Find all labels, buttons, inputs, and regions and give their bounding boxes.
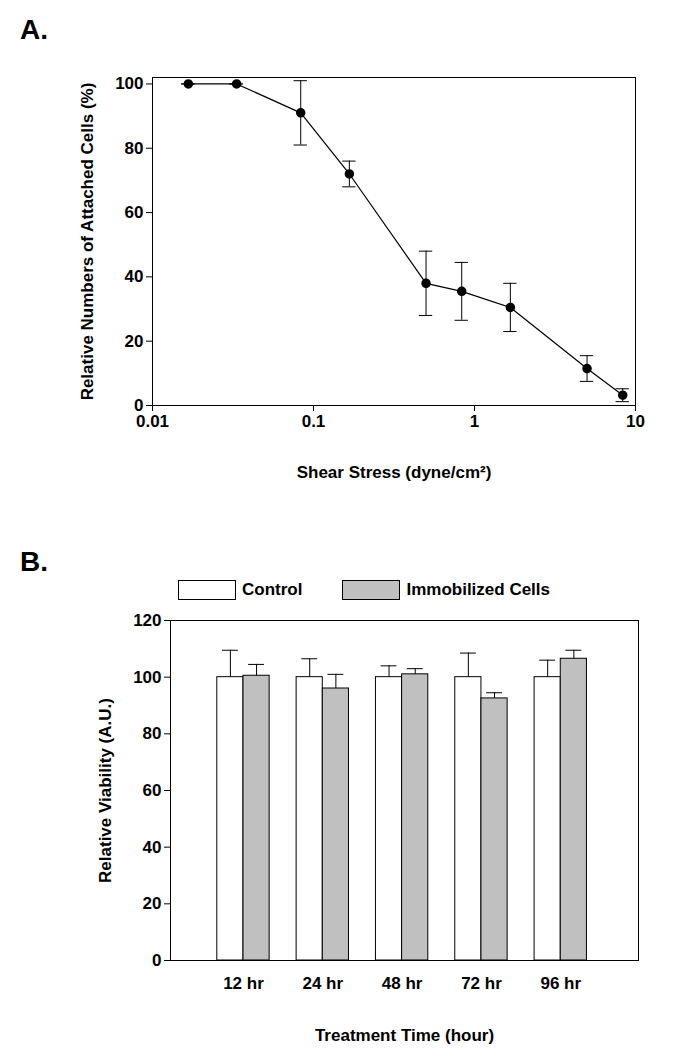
svg-text:10: 10 [626, 412, 645, 431]
svg-text:Treatment Time (hour): Treatment Time (hour) [315, 1026, 494, 1045]
svg-text:Shear Stress (dyne/cm²): Shear Stress (dyne/cm²) [297, 463, 492, 482]
svg-text:0.01: 0.01 [136, 412, 169, 431]
svg-text:12 hr: 12 hr [223, 974, 264, 993]
svg-text:60: 60 [125, 203, 144, 222]
svg-text:60: 60 [143, 781, 162, 800]
svg-text:40: 40 [143, 838, 162, 857]
svg-text:0: 0 [152, 951, 161, 970]
html-text:Control: Control [242, 580, 303, 599]
svg-text:0: 0 [134, 395, 144, 415]
svg-text:72 hr: 72 hr [461, 974, 502, 993]
svg-text:80: 80 [125, 139, 144, 158]
svg-text:24 hr: 24 hr [302, 974, 343, 993]
svg-text:100: 100 [115, 74, 143, 93]
svg-text:20: 20 [143, 894, 162, 913]
svg-text:100: 100 [133, 668, 161, 687]
svg-text:0.1: 0.1 [302, 412, 326, 431]
svg-text:48 hr: 48 hr [382, 974, 423, 993]
svg-text:Relative Viability (A.U.): Relative Viability (A.U.) [96, 698, 115, 883]
svg-text:40: 40 [125, 267, 144, 286]
html-text:A.: A. [20, 14, 48, 45]
svg-text:96 hr: 96 hr [540, 974, 581, 993]
svg-text:80: 80 [143, 724, 162, 743]
svg-text:Relative Numbers of Attached C: Relative Numbers of Attached Cells (%) [78, 83, 97, 401]
svg-text:120: 120 [133, 611, 161, 630]
svg-text:20: 20 [125, 332, 144, 351]
html-text:Immobilized Cells: Immobilized Cells [406, 580, 550, 599]
html-text:B.: B. [20, 546, 48, 577]
svg-text:1: 1 [470, 412, 479, 431]
